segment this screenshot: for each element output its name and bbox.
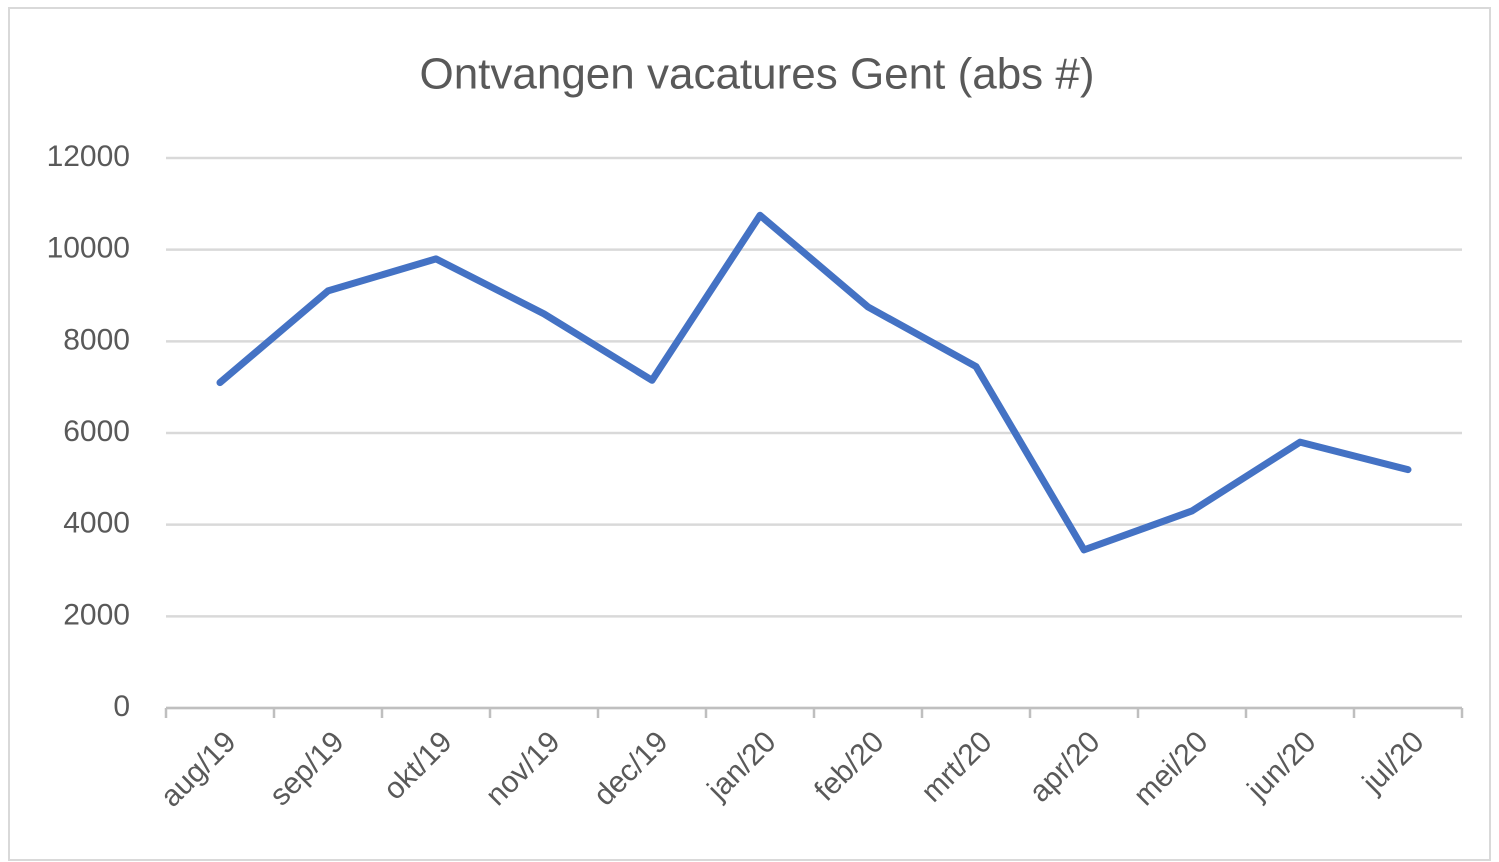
y-tick-label: 8000 xyxy=(63,323,130,356)
y-tick-label: 6000 xyxy=(63,415,130,448)
y-tick-label: 0 xyxy=(113,690,130,723)
y-tick-label: 12000 xyxy=(47,140,130,173)
data-line xyxy=(216,211,1412,554)
y-tick-label: 2000 xyxy=(63,598,130,631)
y-tick-label: 10000 xyxy=(47,232,130,265)
chart-title: Ontvangen vacatures Gent (abs #) xyxy=(419,50,1094,99)
y-tick-label: 4000 xyxy=(63,507,130,540)
